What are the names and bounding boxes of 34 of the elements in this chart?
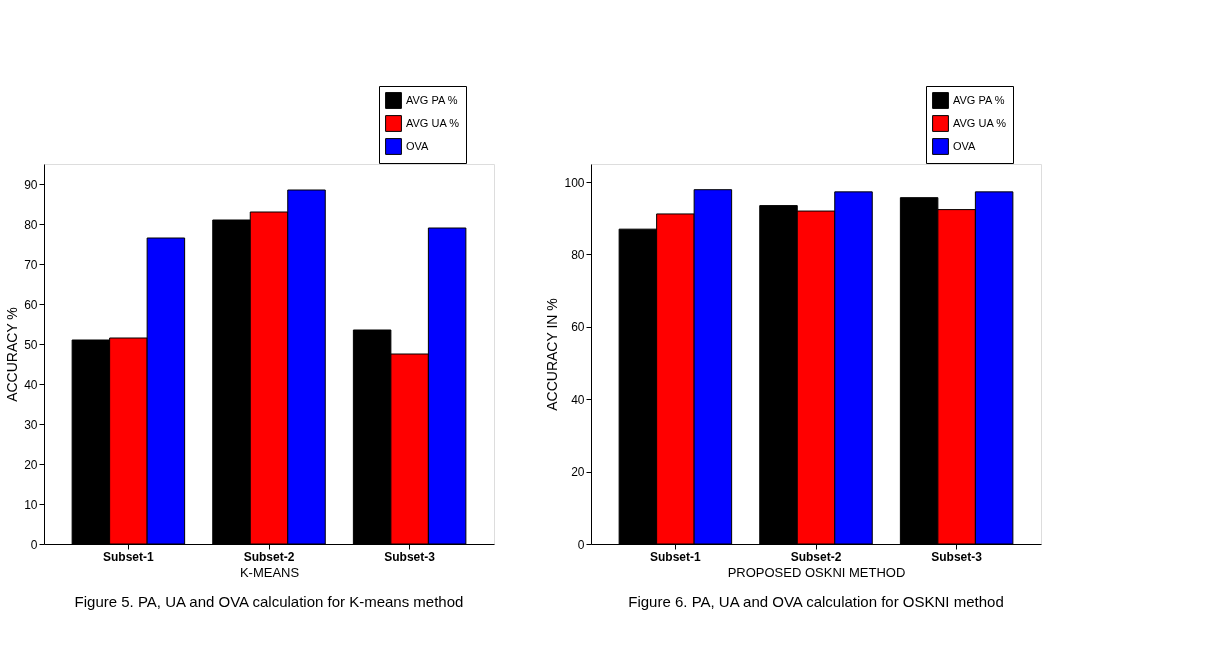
y-tick-label: 0 <box>577 537 585 552</box>
y-axis-title: ACCURACY IN % <box>544 298 561 411</box>
x-tick-label: Subset-3 <box>931 549 983 564</box>
legend-label: OVA <box>953 139 977 152</box>
caption: Figure 6. PA, UA and OVA calculation for OSKNI method <box>628 593 1004 610</box>
x-tick-label: Subset-2 <box>243 549 295 564</box>
legend-label: AVG PA % <box>406 93 458 106</box>
x-tick-label: Subset-2 <box>790 549 842 564</box>
y-tick-label: 80 <box>571 247 585 262</box>
y-tick-label: 20 <box>571 465 585 480</box>
y-axis-title: ACCURACY % <box>4 307 21 402</box>
y-tick-label: 40 <box>24 377 38 392</box>
legend-label: OVA <box>406 139 430 152</box>
x-tick-label: Subset-1 <box>650 549 702 564</box>
y-tick-label: 60 <box>24 297 38 312</box>
y-tick-label: 40 <box>571 392 585 407</box>
x-tick-label: Subset-3 <box>384 549 436 564</box>
x-axis-title: K-MEANS <box>239 564 300 580</box>
y-tick-label: 20 <box>24 457 38 472</box>
y-tick-label: 0 <box>30 537 38 552</box>
y-tick-label: 50 <box>24 337 38 352</box>
y-tick-label: 90 <box>24 177 38 192</box>
y-tick-label: 80 <box>24 217 38 232</box>
x-tick-label: Subset-1 <box>103 549 155 564</box>
legend-label: AVG PA % <box>953 93 1005 106</box>
caption: Figure 5. PA, UA and OVA calculation for K-means method <box>74 593 464 610</box>
y-tick-label: 70 <box>24 257 38 272</box>
x-axis-title: PROPOSED OSKNI METHOD <box>727 564 906 580</box>
y-tick-label: 100 <box>564 175 585 190</box>
legend-label: AVG UA % <box>953 116 1007 129</box>
y-tick-label: 60 <box>571 320 585 335</box>
legend-label: AVG UA % <box>406 116 460 129</box>
y-tick-label: 30 <box>24 417 38 432</box>
y-tick-label: 10 <box>24 497 38 512</box>
